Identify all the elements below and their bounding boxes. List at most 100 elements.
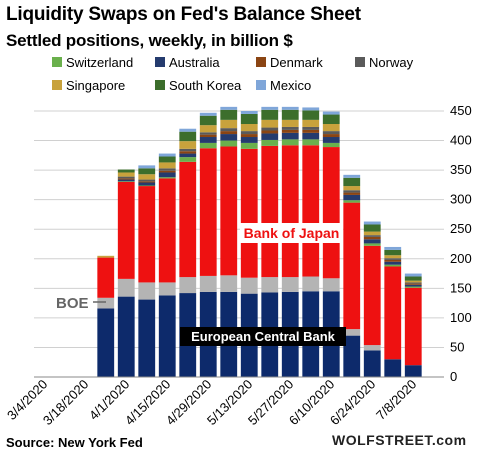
bar-segment xyxy=(363,243,381,246)
bar-segment xyxy=(240,277,258,294)
bar-segment xyxy=(384,359,402,377)
bar-segment xyxy=(302,139,320,146)
bar-segment xyxy=(281,126,299,130)
bar-segment xyxy=(199,115,217,126)
bar-segment xyxy=(404,273,422,277)
bar-segment xyxy=(384,261,402,265)
bar-segment xyxy=(343,335,361,377)
y-tick-label: 50 xyxy=(450,339,464,354)
bar-segment xyxy=(384,249,402,256)
bar-segment xyxy=(240,148,258,278)
chart-title: Liquidity Swaps on Fed's Balance Sheet xyxy=(6,4,361,25)
annotations: Bank of Japan European Central Bank BOE xyxy=(56,223,346,346)
bar-segment xyxy=(384,266,402,360)
legend-label: Australia xyxy=(169,55,220,70)
bar-segment xyxy=(384,259,402,262)
y-tick-label: 0 xyxy=(450,369,457,384)
bar-segment xyxy=(281,139,299,146)
x-tick-label: 6/24/2020 xyxy=(327,377,379,429)
bar-segment xyxy=(363,224,381,232)
x-tick-label: 3/18/2020 xyxy=(40,377,92,429)
bar-segment xyxy=(322,134,340,138)
bar-segment xyxy=(179,141,197,149)
watermark: WOLFSTREET.com xyxy=(332,432,467,448)
bar-segment xyxy=(240,111,258,114)
bar-segment xyxy=(302,119,320,127)
legend-swatch xyxy=(52,80,62,90)
bar-segment xyxy=(363,235,381,237)
bar-segment xyxy=(322,114,340,125)
bar-segment xyxy=(281,277,299,292)
bar-segment xyxy=(261,277,279,293)
bar-segment xyxy=(199,275,217,292)
bar-segment xyxy=(138,299,156,377)
bar-segment xyxy=(138,179,156,182)
bar-segment xyxy=(281,119,299,127)
bar-segment xyxy=(404,280,422,283)
legend-label: Norway xyxy=(369,55,414,70)
bar-segment xyxy=(158,153,176,157)
bar-segment xyxy=(158,162,176,169)
bar-segment xyxy=(220,131,238,135)
bar-segment xyxy=(158,156,176,163)
bar-segment xyxy=(302,126,320,130)
bar-segment xyxy=(158,172,176,178)
bar-segment xyxy=(179,128,197,132)
bar-segment xyxy=(220,140,238,147)
y-tick-label: 250 xyxy=(450,221,472,236)
legend-swatch xyxy=(155,80,165,90)
bar-segment xyxy=(240,113,258,125)
bar-segment xyxy=(240,142,258,149)
bar-segment xyxy=(199,137,217,143)
bar-segment xyxy=(404,282,422,284)
legend-swatch xyxy=(355,57,365,67)
bar-segment xyxy=(220,119,238,129)
bar-segment xyxy=(343,202,361,330)
bar-segment xyxy=(322,111,340,115)
bar-segment xyxy=(363,350,381,377)
ecb-label: European Central Bank xyxy=(191,329,336,344)
bar-segment xyxy=(179,277,197,294)
bar-segment xyxy=(363,221,381,225)
bar-segment xyxy=(281,106,299,110)
bar-segment xyxy=(261,109,279,120)
bars xyxy=(97,106,422,377)
bar-segment xyxy=(404,365,422,377)
bar-segment xyxy=(261,106,279,110)
bar-segment xyxy=(322,131,340,135)
bar-segment xyxy=(363,231,381,236)
bar-segment xyxy=(220,146,238,276)
bar-segment xyxy=(117,178,135,180)
bar-segment xyxy=(404,276,422,281)
y-tick-label: 100 xyxy=(450,310,472,325)
y-tick-label: 150 xyxy=(450,280,472,295)
bar-segment xyxy=(138,182,156,186)
bar-segment xyxy=(302,110,320,120)
bar-segment xyxy=(220,109,238,120)
legend-label: Denmark xyxy=(270,55,323,70)
bar-segment xyxy=(138,168,156,175)
bar-segment xyxy=(220,134,238,141)
boj-label: Bank of Japan xyxy=(244,225,340,241)
bar-segment xyxy=(117,296,135,377)
bar-segment xyxy=(343,186,361,191)
legend-label: Switzerland xyxy=(66,55,133,70)
bar-segment xyxy=(220,106,238,110)
legend-swatch xyxy=(155,57,165,67)
bar-segment xyxy=(240,134,258,138)
bar-segment xyxy=(138,282,156,300)
ecb-label-box xyxy=(180,327,346,346)
bar-segment xyxy=(281,132,299,140)
legend-swatch xyxy=(52,57,62,67)
bar-segment xyxy=(220,275,238,292)
bar-segment xyxy=(117,176,135,179)
bar-segment xyxy=(117,181,135,182)
bar-segment xyxy=(404,286,422,288)
bar-segment xyxy=(199,142,217,149)
y-tick-label: 300 xyxy=(450,192,472,207)
bar-segment xyxy=(281,129,299,133)
bar-segment xyxy=(199,148,217,276)
legend-label: Singapore xyxy=(66,78,125,93)
bar-segment xyxy=(240,124,258,132)
